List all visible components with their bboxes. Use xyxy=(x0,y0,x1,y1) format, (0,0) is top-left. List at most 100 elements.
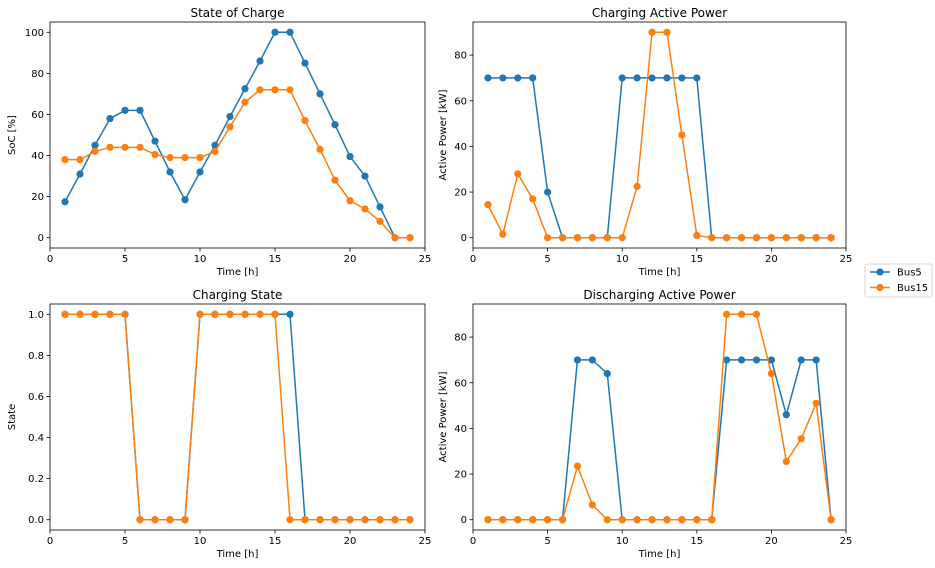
data-point xyxy=(301,117,309,125)
x-tick-label: 5 xyxy=(544,536,550,547)
data-point xyxy=(499,230,507,238)
y-tick-label: 60 xyxy=(454,96,467,107)
data-point xyxy=(226,112,234,121)
data-point xyxy=(573,462,582,470)
data-point xyxy=(91,147,99,156)
x-axis-label: Time [h] xyxy=(216,549,259,560)
data-point xyxy=(301,59,309,67)
data-point xyxy=(752,234,761,242)
y-axis-label: State xyxy=(7,404,18,430)
legend-marker xyxy=(876,283,884,292)
data-point xyxy=(588,356,596,364)
legend-marker xyxy=(876,268,884,276)
y-tick-label: 80 xyxy=(31,69,44,80)
x-tick-label: 0 xyxy=(47,254,53,265)
legend-label: Bus5 xyxy=(897,268,922,279)
data-point xyxy=(61,310,69,318)
series-Bus15 xyxy=(484,310,835,524)
x-tick-label: 5 xyxy=(122,536,128,547)
x-tick-label: 25 xyxy=(840,254,853,265)
x-tick-label: 20 xyxy=(765,536,778,547)
y-tick-label: 60 xyxy=(31,110,44,121)
data-point xyxy=(782,411,790,419)
data-point xyxy=(241,310,249,318)
data-point xyxy=(316,90,324,98)
data-point xyxy=(678,74,686,82)
data-point xyxy=(76,170,84,178)
data-point xyxy=(226,123,234,131)
data-point xyxy=(573,234,582,242)
y-tick-label: 0 xyxy=(38,233,44,244)
x-tick-label: 0 xyxy=(47,536,53,547)
y-tick-label: 0.4 xyxy=(28,433,44,444)
y-axis-label: Active Power [kW] xyxy=(438,89,449,180)
y-tick-label: 0.2 xyxy=(28,474,44,485)
data-point xyxy=(211,147,219,156)
data-point xyxy=(752,356,761,364)
series-Bus15 xyxy=(61,86,414,242)
data-point xyxy=(106,143,114,151)
x-tick-label: 10 xyxy=(194,254,207,265)
subplot-2: Charging Active Power 0 5 10 15 20 25 0 20 40 60 80… xyxy=(438,6,852,278)
data-point xyxy=(603,234,611,242)
data-point xyxy=(618,516,626,524)
data-point xyxy=(391,516,399,524)
subplot-4: Discharging Active Power 0 5 10 15 20 25 0 20 40 6… xyxy=(438,288,852,560)
data-point xyxy=(603,370,611,378)
x-tick-label: 15 xyxy=(690,536,703,547)
y-axis-label: Active Power [kW] xyxy=(438,371,449,462)
data-point xyxy=(376,217,384,225)
data-point xyxy=(648,74,656,82)
data-point xyxy=(603,516,611,524)
chart-title: Charging Active Power xyxy=(592,6,727,20)
data-point xyxy=(812,356,820,364)
data-point xyxy=(286,86,294,94)
legend-entry: Bus5 xyxy=(870,268,922,279)
data-point xyxy=(723,310,731,318)
data-point xyxy=(648,516,656,524)
data-point xyxy=(286,28,294,36)
data-point xyxy=(663,516,671,524)
data-point xyxy=(166,516,174,524)
x-tick-label: 25 xyxy=(419,254,432,265)
data-point xyxy=(708,516,716,524)
data-point xyxy=(211,310,219,318)
data-point xyxy=(136,516,144,524)
data-point xyxy=(723,356,731,364)
x-axis-label: Time [h] xyxy=(638,267,681,278)
data-point xyxy=(782,457,790,466)
data-point xyxy=(529,74,537,82)
x-tick-label: 5 xyxy=(122,254,128,265)
data-point xyxy=(361,172,369,180)
data-point xyxy=(797,356,805,364)
y-tick-label: 1.0 xyxy=(28,310,44,321)
data-point xyxy=(827,234,835,242)
data-point xyxy=(256,310,264,318)
data-point xyxy=(136,143,144,151)
x-tick-label: 25 xyxy=(419,536,432,547)
data-point xyxy=(256,57,264,65)
data-point xyxy=(241,85,249,93)
data-point xyxy=(106,310,114,318)
axes-frame xyxy=(472,21,847,249)
data-point xyxy=(544,234,552,242)
axes-frame xyxy=(472,303,847,531)
legend-label: Bus15 xyxy=(897,283,928,294)
data-point xyxy=(678,516,686,524)
y-tick-label: 20 xyxy=(454,470,467,481)
data-point xyxy=(361,516,369,524)
data-point xyxy=(196,310,204,318)
data-point xyxy=(406,516,414,524)
data-point xyxy=(316,516,324,524)
data-point xyxy=(166,168,174,176)
y-tick-label: 40 xyxy=(31,151,44,162)
data-point xyxy=(708,234,716,242)
data-point xyxy=(106,114,114,123)
axes-frame xyxy=(49,303,426,531)
data-point xyxy=(286,516,294,524)
data-point xyxy=(61,156,69,164)
data-point xyxy=(484,201,492,209)
data-point xyxy=(693,231,701,240)
data-point xyxy=(196,154,204,162)
